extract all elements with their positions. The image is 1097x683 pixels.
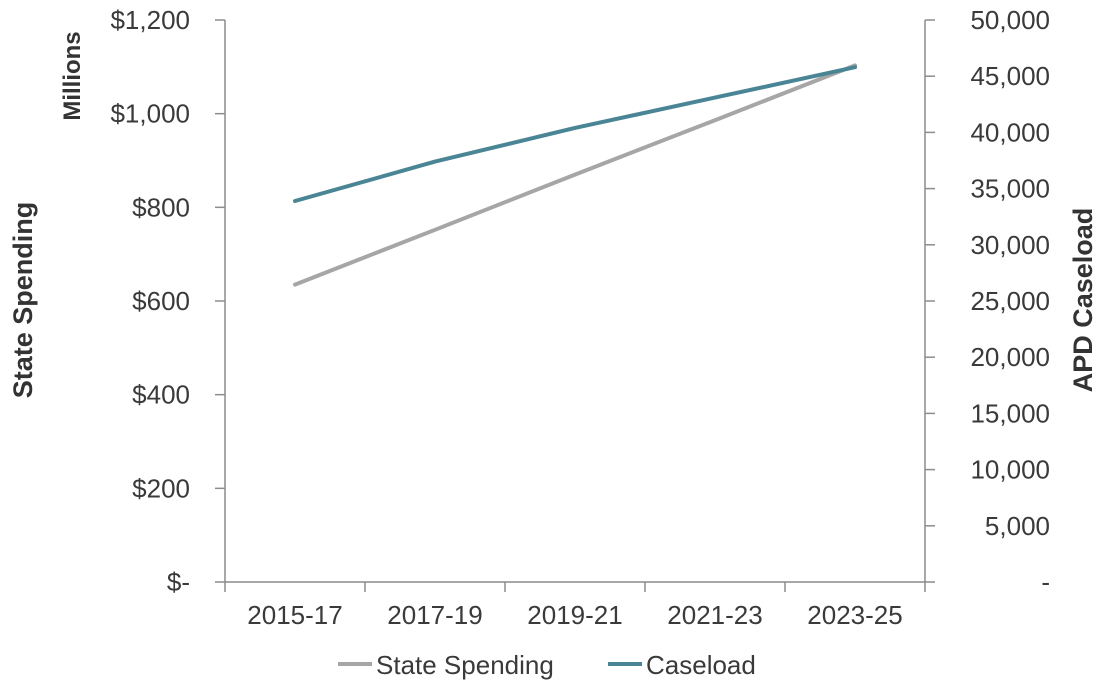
right-axis-title: APD Caseload	[1068, 208, 1097, 393]
right-axis-ticks: - 5,000 10,000 15,000 20,000 25,000 30,000 35,0…	[925, 5, 1050, 597]
right-tick-label: 25,000	[970, 286, 1050, 316]
axes	[224, 20, 926, 583]
left-tick-label: $400	[132, 380, 190, 410]
left-tick-label: $600	[132, 286, 190, 316]
right-tick-label: 45,000	[970, 61, 1050, 91]
legend-label: State Spending	[376, 650, 554, 680]
series-line-caseload	[293, 65, 857, 203]
right-tick-label: -	[1041, 567, 1050, 597]
series-line-state-spending	[293, 63, 857, 287]
right-tick-label: 35,000	[970, 174, 1050, 204]
left-tick-label: $200	[132, 473, 190, 503]
legend-label: Caseload	[646, 650, 756, 680]
left-axis-ticks: $- $200 $400 $600 $800 $1,000 $1,200	[110, 5, 225, 597]
x-tick-label: 2019-21	[527, 600, 622, 630]
right-tick-label: 5,000	[985, 511, 1050, 541]
right-tick-label: 30,000	[970, 230, 1050, 260]
left-axis-unit-label: Millions	[59, 31, 86, 120]
x-tick-label: 2015-17	[247, 600, 342, 630]
right-tick-label: 20,000	[970, 342, 1050, 372]
left-tick-label: $1,200	[110, 5, 190, 35]
left-tick-label: $1,000	[110, 99, 190, 129]
left-axis-title: State Spending	[8, 202, 38, 399]
left-tick-label: $800	[132, 192, 190, 222]
legend: State Spending Caseload	[338, 650, 756, 680]
right-tick-label: 15,000	[970, 398, 1050, 428]
right-tick-label: 10,000	[970, 455, 1050, 485]
x-tick-label: 2021-23	[667, 600, 762, 630]
left-tick-label: $-	[167, 567, 190, 597]
x-tick-label: 2023-25	[807, 600, 902, 630]
x-tick-label: 2017-19	[387, 600, 482, 630]
right-tick-label: 40,000	[970, 117, 1050, 147]
right-tick-label: 50,000	[970, 5, 1050, 35]
x-axis-ticks: 2015-17 2017-19 2019-21 2021-23 2023-25	[224, 582, 926, 630]
series-lines	[293, 63, 857, 287]
